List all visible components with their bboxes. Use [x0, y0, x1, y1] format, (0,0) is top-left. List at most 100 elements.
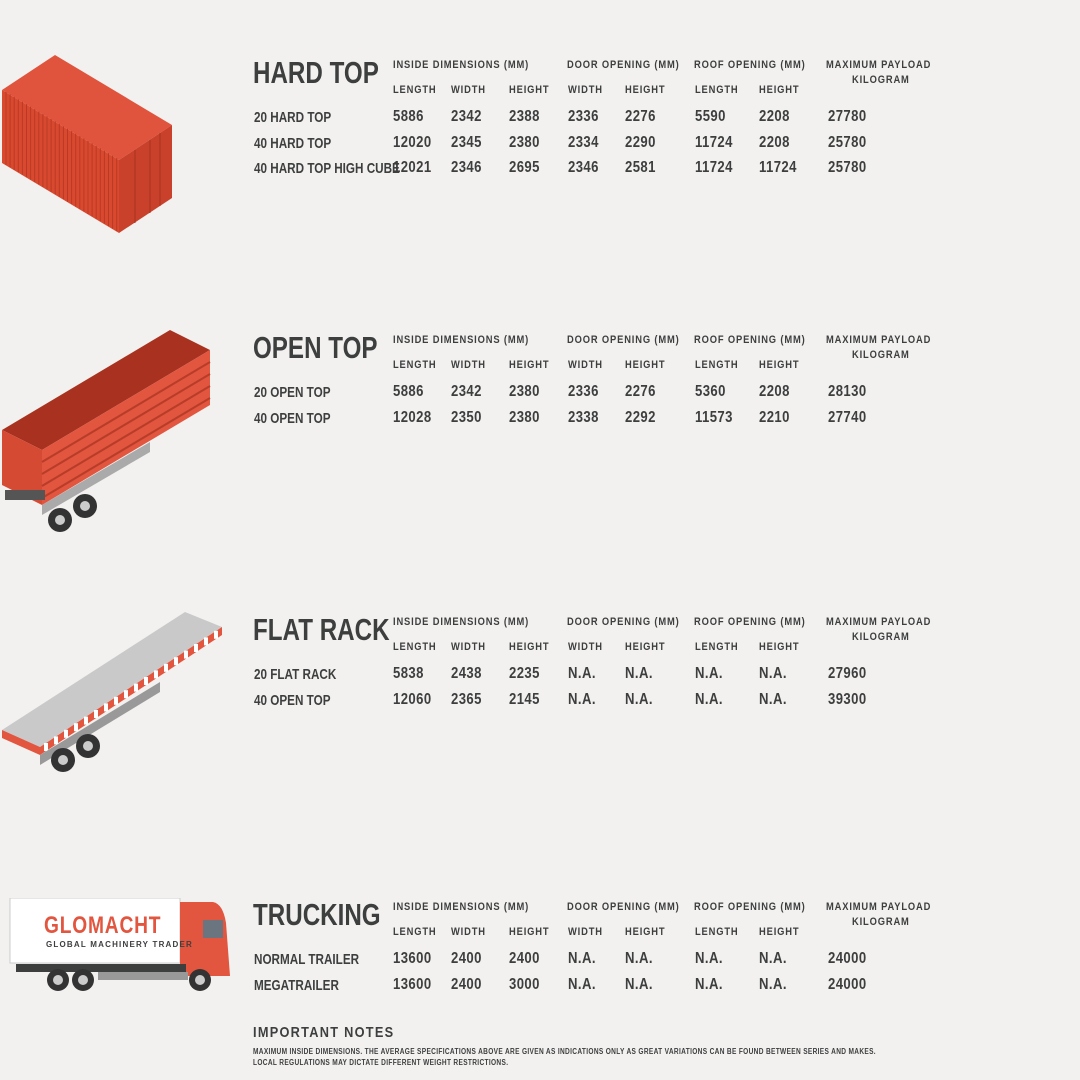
sub-column-header: WIDTH [451, 641, 486, 653]
section-trucking: GLOMACHT GLOBAL MACHINERY TRADER TRUCKIN… [0, 897, 1080, 1037]
table-cell: 2208 [759, 383, 790, 400]
sub-column-header: LENGTH [393, 359, 437, 371]
table-cell: 24000 [828, 975, 867, 993]
section-title: TRUCKING [253, 897, 381, 932]
table-cell: 27780 [828, 108, 867, 125]
table-cell: 12020 [393, 133, 432, 151]
sub-column-header: LENGTH [393, 926, 437, 938]
section-title: FLAT RACK [253, 612, 390, 647]
table-cell: 2380 [509, 408, 540, 426]
table-cell: N.A. [625, 975, 653, 993]
table-cell: 11724 [695, 133, 733, 151]
table-cell: 11573 [695, 408, 733, 426]
table-cell: 11724 [759, 159, 797, 176]
sub-column-header: WIDTH [568, 926, 603, 938]
table-cell: 25780 [828, 159, 867, 176]
table-cell: 2345 [451, 133, 482, 151]
table-cell: 2350 [451, 408, 482, 426]
table-cell: 2346 [451, 159, 482, 176]
sub-column-header: LENGTH [695, 84, 739, 96]
table-cell: N.A. [695, 975, 723, 993]
table-cell: 2400 [451, 975, 482, 993]
table-cell: N.A. [759, 690, 787, 708]
table-cell: 2276 [625, 108, 656, 125]
table-cell: 13600 [393, 950, 432, 967]
table-cell: N.A. [695, 690, 723, 708]
column-group-header: DOOR OPENING (MM) [567, 616, 680, 628]
table-cell: 5886 [393, 108, 424, 125]
table-cell: 2581 [625, 159, 656, 176]
truck-logo-tagline: GLOBAL MACHINERY TRADER [46, 940, 194, 949]
table-cell: 2380 [509, 383, 540, 400]
sub-column-header: WIDTH [451, 926, 486, 938]
table-cell: 2400 [509, 950, 540, 967]
row-label: 40 HARD TOP HIGH CUBE [254, 160, 400, 177]
table-cell: N.A. [695, 950, 723, 967]
table-cell: 2342 [451, 108, 482, 125]
column-group-header: INSIDE DIMENSIONS (MM) [393, 334, 530, 346]
column-group-header: MAXIMUM PAYLOAD [826, 616, 932, 628]
section-flat-rack: FLAT RACK INSIDE DIMENSIONS (MM) DOOR OPEN… [0, 612, 1080, 772]
column-group-header: INSIDE DIMENSIONS (MM) [393, 59, 530, 71]
table-cell: 25780 [828, 133, 867, 151]
row-label: 20 HARD TOP [254, 109, 332, 126]
table-cell: 12060 [393, 690, 432, 708]
table-cell: 5360 [695, 383, 726, 400]
sub-column-header: HEIGHT [625, 84, 666, 96]
sub-column-header: HEIGHT [625, 359, 666, 371]
table-cell: N.A. [695, 665, 723, 682]
sub-column-header: WIDTH [568, 84, 603, 96]
table-cell: 24000 [828, 950, 867, 967]
table-cell: 11724 [695, 159, 733, 176]
table-cell: 2346 [568, 159, 599, 176]
sub-column-header: WIDTH [451, 359, 486, 371]
table-cell: 2292 [625, 408, 656, 426]
row-label: 40 OPEN TOP [254, 409, 331, 427]
sub-column-header: WIDTH [568, 359, 603, 371]
sub-column-header: WIDTH [568, 641, 603, 653]
sub-column-header: LENGTH [695, 926, 739, 938]
table-cell: 5886 [393, 383, 424, 400]
table-cell: 2208 [759, 108, 790, 125]
row-label: 20 OPEN TOP [254, 384, 331, 401]
table-cell: 2380 [509, 133, 540, 151]
sub-column-header: HEIGHT [509, 84, 550, 96]
row-label: MEGATRAILER [254, 976, 339, 994]
sub-column-header: HEIGHT [625, 926, 666, 938]
table-cell: N.A. [625, 690, 653, 708]
table-cell: N.A. [568, 665, 596, 682]
column-group-header: KILOGRAM [852, 916, 910, 928]
sub-column-header: HEIGHT [759, 926, 800, 938]
row-label: 40 OPEN TOP [254, 691, 331, 709]
table-cell: 28130 [828, 383, 867, 400]
sub-column-header: HEIGHT [759, 84, 800, 96]
open-top-trailer-illustration [0, 330, 215, 540]
table-cell: 2276 [625, 383, 656, 400]
table-cell: 12028 [393, 408, 432, 426]
table-cell: N.A. [625, 665, 653, 682]
column-group-header: ROOF OPENING (MM) [694, 901, 806, 913]
table-cell: 2365 [451, 690, 482, 708]
sub-column-header: HEIGHT [509, 641, 550, 653]
table-cell: N.A. [625, 950, 653, 967]
section-open-top: OPEN TOP INSIDE DIMENSIONS (MM) DOOR OPENI… [0, 330, 1080, 532]
sub-column-header: LENGTH [695, 641, 739, 653]
table-cell: 2342 [451, 383, 482, 400]
table-cell: 2695 [509, 159, 540, 176]
sub-column-header: HEIGHT [759, 359, 800, 371]
column-group-header: MAXIMUM PAYLOAD [826, 59, 932, 71]
sub-column-header: HEIGHT [625, 641, 666, 653]
column-group-header: DOOR OPENING (MM) [567, 901, 680, 913]
column-group-header: DOOR OPENING (MM) [567, 59, 680, 71]
column-group-header: INSIDE DIMENSIONS (MM) [393, 616, 530, 628]
table-cell: N.A. [759, 950, 787, 967]
table-cell: 2336 [568, 108, 599, 125]
column-group-header: KILOGRAM [852, 74, 910, 86]
sub-column-header: HEIGHT [759, 641, 800, 653]
column-group-header: MAXIMUM PAYLOAD [826, 334, 932, 346]
table-cell: 2338 [568, 408, 599, 426]
table-cell: 5590 [695, 108, 726, 125]
table-cell: 2334 [568, 133, 599, 151]
column-group-header: KILOGRAM [852, 349, 910, 361]
column-group-header: MAXIMUM PAYLOAD [826, 901, 932, 913]
